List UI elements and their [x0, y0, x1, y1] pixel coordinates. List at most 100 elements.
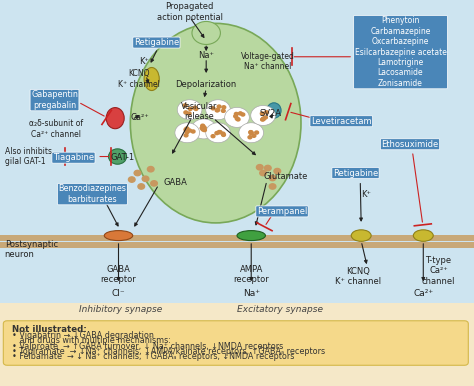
- Circle shape: [184, 128, 188, 131]
- Text: Na⁺: Na⁺: [243, 290, 260, 298]
- Circle shape: [211, 107, 215, 110]
- Circle shape: [255, 131, 258, 134]
- Text: Tiagabine: Tiagabine: [53, 153, 94, 162]
- Circle shape: [188, 107, 192, 110]
- Text: SV2A: SV2A: [259, 109, 281, 118]
- Circle shape: [261, 118, 264, 121]
- Circle shape: [185, 127, 189, 130]
- Circle shape: [264, 165, 271, 171]
- Text: Na⁺: Na⁺: [198, 51, 214, 61]
- Circle shape: [238, 112, 242, 115]
- Text: Benzodiazepines
barbiturates: Benzodiazepines barbiturates: [58, 185, 127, 204]
- Circle shape: [264, 111, 268, 114]
- Ellipse shape: [351, 230, 371, 241]
- Ellipse shape: [192, 22, 220, 44]
- Text: and drugs with multiple mechanisms:: and drugs with multiple mechanisms:: [12, 336, 171, 345]
- Text: • Valproate  → ↑GABA turnover, ↓ Na⁺ channels, ↓NMDA receptors: • Valproate → ↑GABA turnover, ↓ Na⁺ chan…: [12, 342, 283, 350]
- Circle shape: [215, 109, 219, 112]
- Text: Postsynaptic
neuron: Postsynaptic neuron: [5, 240, 58, 259]
- Circle shape: [206, 100, 230, 120]
- Circle shape: [216, 108, 219, 112]
- Text: Retigabine: Retigabine: [134, 38, 179, 47]
- Circle shape: [269, 175, 276, 181]
- Text: Phenytoin
Carbamazepine
Oxcarbazepine
Esilcarbazepine acetate
Lamotrigine
Lacosa: Phenytoin Carbamazepine Oxcarbazepine Es…: [355, 17, 447, 88]
- FancyBboxPatch shape: [0, 303, 474, 386]
- Circle shape: [200, 127, 204, 130]
- Text: • Topiramate  → ↓Na⁺ channels, ↓AMPA/kainate receptors, ↑GABAₐ receptors: • Topiramate → ↓Na⁺ channels, ↓AMPA/kain…: [12, 347, 325, 356]
- Circle shape: [249, 131, 253, 134]
- Text: Inhibitory synapse: Inhibitory synapse: [79, 305, 163, 314]
- Text: Gabapentin
pregabalin: Gabapentin pregabalin: [31, 90, 78, 110]
- Text: AMPA
receptor: AMPA receptor: [233, 265, 269, 284]
- Circle shape: [260, 170, 266, 176]
- Circle shape: [188, 129, 191, 132]
- Circle shape: [201, 125, 205, 128]
- Text: K⁺: K⁺: [361, 190, 371, 199]
- Text: Propagated
action potential: Propagated action potential: [156, 2, 223, 22]
- Text: KCNQ
K⁺ channel: KCNQ K⁺ channel: [118, 69, 160, 89]
- Circle shape: [222, 133, 226, 136]
- Circle shape: [147, 166, 154, 172]
- Circle shape: [142, 176, 149, 181]
- Text: Glutamate: Glutamate: [263, 173, 308, 181]
- Circle shape: [236, 118, 240, 121]
- Circle shape: [269, 184, 276, 189]
- FancyBboxPatch shape: [0, 235, 474, 241]
- Text: Ca²⁺: Ca²⁺: [413, 290, 433, 298]
- Circle shape: [218, 130, 222, 134]
- Circle shape: [262, 117, 265, 120]
- Circle shape: [217, 105, 221, 108]
- Circle shape: [191, 119, 216, 139]
- Circle shape: [260, 112, 264, 115]
- Circle shape: [256, 164, 263, 170]
- Text: Also inhibits
gilal GAT-1: Also inhibits gilal GAT-1: [5, 147, 52, 166]
- Ellipse shape: [104, 230, 133, 240]
- Text: Retigabine: Retigabine: [333, 169, 378, 178]
- Text: Ca²⁺: Ca²⁺: [130, 113, 149, 122]
- Text: • Vigabatrin → ↓GABA degradation: • Vigabatrin → ↓GABA degradation: [12, 331, 154, 340]
- Text: Voltage-gated
Na⁺ channel: Voltage-gated Na⁺ channel: [241, 52, 295, 71]
- FancyBboxPatch shape: [0, 2, 474, 303]
- Text: Cl⁻: Cl⁻: [112, 290, 125, 298]
- Circle shape: [264, 116, 267, 119]
- Ellipse shape: [144, 68, 159, 91]
- Circle shape: [217, 130, 221, 134]
- Circle shape: [201, 124, 205, 127]
- Text: T-type
Ca²⁺
channel: T-type Ca²⁺ channel: [422, 256, 455, 286]
- Circle shape: [262, 118, 265, 120]
- Circle shape: [206, 123, 230, 143]
- Circle shape: [235, 117, 239, 120]
- Circle shape: [274, 168, 281, 174]
- Circle shape: [215, 132, 219, 135]
- Text: Not illustrated:: Not illustrated:: [12, 325, 87, 334]
- Text: GABA
receptor: GABA receptor: [100, 265, 137, 284]
- Circle shape: [183, 104, 187, 107]
- Text: Perampanel: Perampanel: [257, 207, 307, 216]
- Circle shape: [248, 136, 252, 139]
- Circle shape: [202, 129, 206, 132]
- Circle shape: [128, 177, 135, 182]
- Circle shape: [252, 134, 256, 137]
- Text: α₂δ-subunit of
Ca²⁺ channel: α₂δ-subunit of Ca²⁺ channel: [29, 119, 83, 139]
- Circle shape: [211, 135, 215, 138]
- Ellipse shape: [130, 24, 301, 223]
- Text: Levetiracetam: Levetiracetam: [311, 117, 372, 126]
- Ellipse shape: [237, 230, 265, 240]
- Circle shape: [222, 106, 226, 109]
- Text: GAT-1: GAT-1: [110, 153, 134, 162]
- Circle shape: [177, 100, 202, 120]
- Circle shape: [225, 107, 249, 127]
- Circle shape: [185, 130, 189, 134]
- Circle shape: [249, 132, 253, 135]
- Circle shape: [201, 128, 205, 131]
- Ellipse shape: [109, 149, 127, 164]
- Circle shape: [241, 113, 245, 116]
- Ellipse shape: [106, 108, 124, 129]
- Circle shape: [235, 112, 238, 115]
- Text: GABA: GABA: [164, 178, 187, 187]
- Circle shape: [187, 112, 191, 115]
- Ellipse shape: [413, 230, 433, 241]
- Text: • Felbamate  → ↓ Na⁺ channels, ↑GABAₐ receptors, ↓NMDA receptors: • Felbamate → ↓ Na⁺ channels, ↑GABAₐ rec…: [12, 352, 294, 361]
- Circle shape: [191, 130, 195, 133]
- Ellipse shape: [267, 103, 281, 118]
